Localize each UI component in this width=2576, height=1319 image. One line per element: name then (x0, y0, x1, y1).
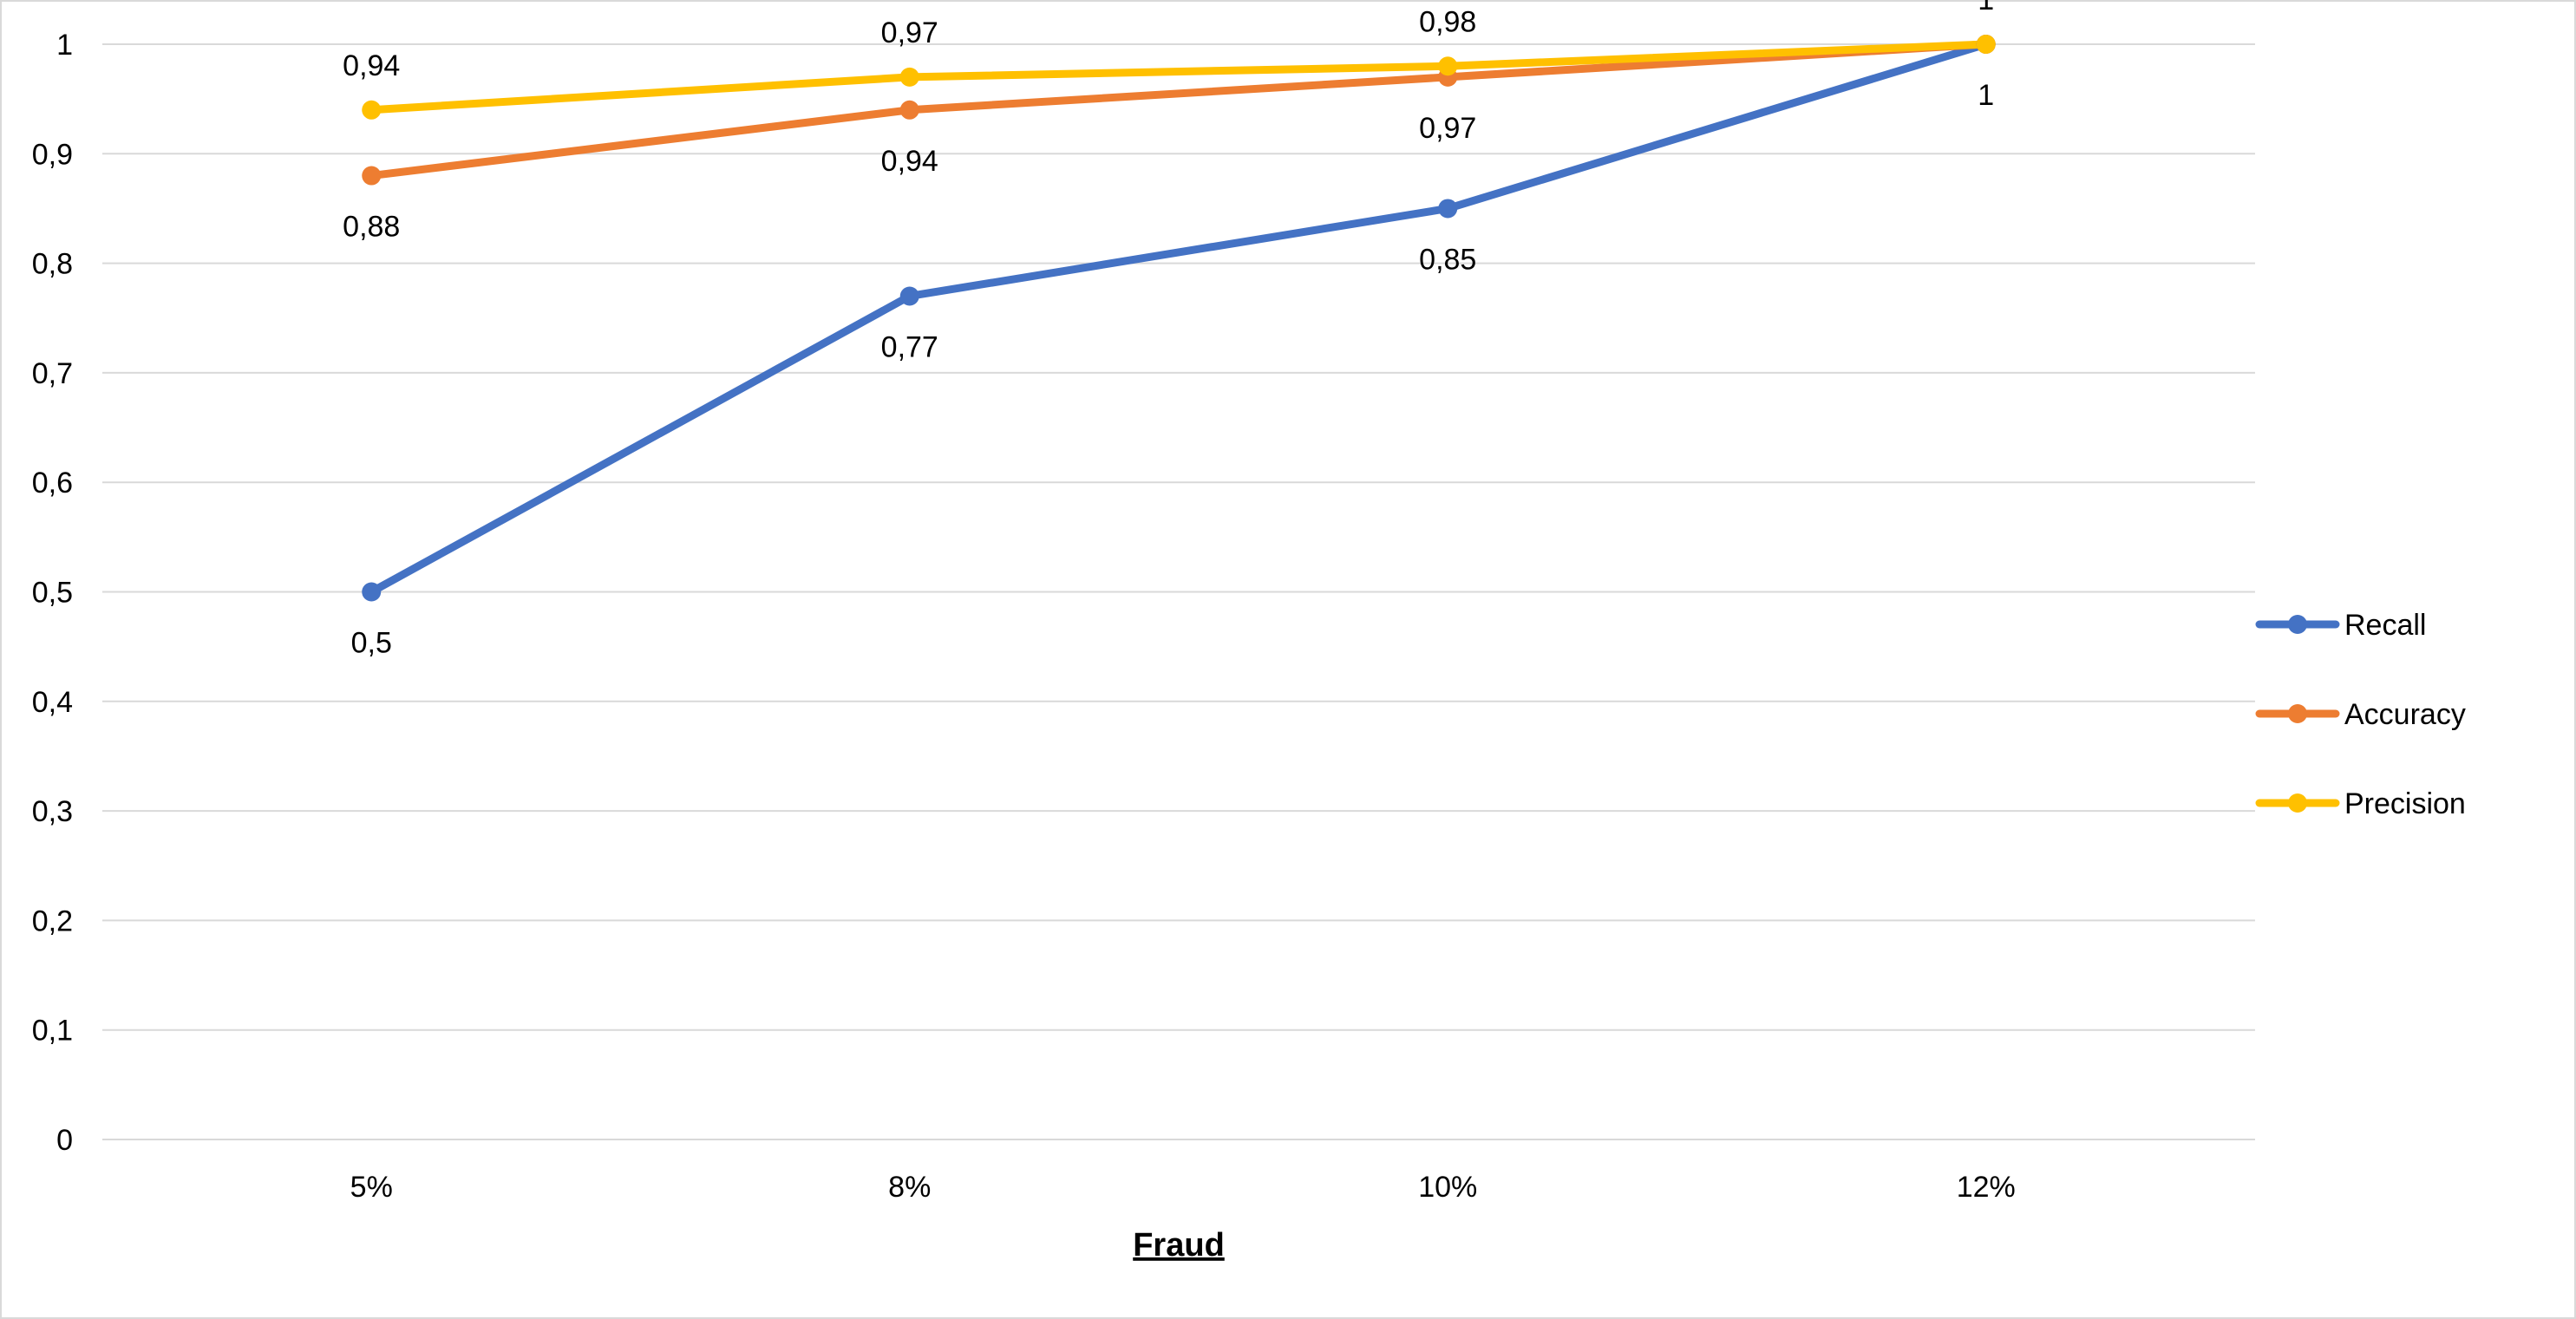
y-tick-label: 0,6 (32, 467, 73, 500)
legend-marker-icon (2288, 793, 2307, 813)
data-label-precision: 0,97 (881, 16, 938, 49)
legend-marker-icon (2288, 615, 2307, 634)
x-axis-title: Fraud (1133, 1227, 1225, 1263)
data-point-accuracy (899, 100, 919, 120)
series-line-accuracy (367, 40, 1991, 180)
x-tick-label: 8% (888, 1171, 931, 1204)
y-tick-label: 0,3 (32, 795, 73, 828)
legend-item-recall: Recall (2255, 609, 2426, 642)
y-tick-label: 0,4 (32, 686, 73, 719)
data-point-precision (1438, 56, 1458, 76)
y-tick-label: 0,9 (32, 138, 73, 171)
data-point-accuracy (362, 166, 382, 186)
data-point-precision (1976, 35, 1996, 54)
legend: Recall Accuracy Precision (2255, 609, 2466, 820)
data-label-accuracy: 0,88 (343, 211, 400, 244)
gridlines (102, 43, 2255, 1140)
data-point-recall (362, 582, 382, 602)
data-point-precision (362, 100, 382, 120)
legend-label: Accuracy (2344, 698, 2466, 731)
x-tick-label: 5% (350, 1171, 393, 1204)
data-label-recall: 0,5 (351, 627, 392, 660)
y-tick-label: 0,7 (32, 357, 73, 390)
data-label-precision: 1 (1978, 0, 1994, 16)
y-tick-label: 0,8 (32, 248, 73, 281)
data-label-recall: 0,77 (881, 330, 938, 363)
series-lines (367, 40, 1991, 596)
data-point-precision (899, 67, 919, 87)
y-tick-label: 1 (56, 29, 73, 62)
data-point-recall (899, 286, 919, 306)
data-label-recall: 1 (1978, 79, 1994, 112)
legend-marker-icon (2288, 704, 2307, 723)
y-axis-ticks: 0 0,1 0,2 0,3 0,4 0,5 0,6 0,7 0,8 0,9 1 (32, 29, 73, 1157)
series-line-recall (367, 40, 1991, 596)
series-line-precision (367, 40, 1991, 114)
data-label-accuracy: 0,97 (1419, 112, 1476, 145)
data-label-accuracy: 0,94 (881, 145, 938, 178)
series-points (362, 35, 1996, 602)
data-label-precision: 0,98 (1419, 5, 1476, 38)
y-tick-label: 0,2 (32, 904, 73, 937)
data-label-recall: 0,85 (1419, 243, 1476, 276)
legend-item-accuracy: Accuracy (2255, 698, 2466, 731)
y-tick-label: 0,1 (32, 1015, 73, 1048)
y-tick-label: 0 (56, 1124, 73, 1157)
legend-label: Precision (2344, 787, 2466, 820)
data-label-precision: 0,94 (343, 49, 400, 82)
data-point-recall (1438, 199, 1458, 219)
legend-item-precision: Precision (2255, 787, 2466, 820)
x-axis-ticks: 5% 8% 10% 12% (350, 1171, 2016, 1204)
data-labels: 0,5 0,77 0,85 1 0,88 0,94 0,97 0,94 0,97 0,98 1 (343, 0, 1994, 660)
y-tick-label: 0,5 (32, 577, 73, 610)
x-tick-label: 12% (1957, 1171, 2016, 1204)
x-tick-label: 10% (1418, 1171, 1477, 1204)
legend-label: Recall (2344, 609, 2426, 642)
